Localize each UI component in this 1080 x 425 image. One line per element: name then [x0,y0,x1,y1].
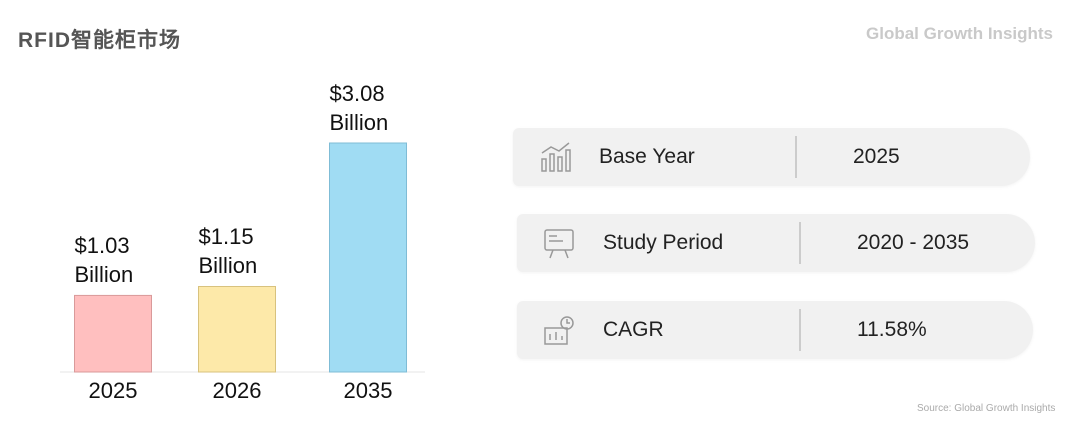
source: Source: Global Growth Insights [917,403,1056,414]
stat-card: Base Year 2025 [513,128,1030,186]
value-label: $1.15 Billion [198,224,258,279]
stat-value: 2020 - 2035 [857,231,970,254]
bar [329,142,407,373]
value-label: $1.03 Billion [74,233,134,288]
x-tick-label: 2026 [212,378,262,403]
value-label: $3.08 Billion [329,81,389,135]
x-tick-label: 2035 [343,378,393,403]
divider [795,136,797,178]
chart [60,142,425,373]
stat-value: 11.58% [857,318,927,341]
bar [198,285,276,373]
divider [799,309,801,351]
stat-label: Study Period [603,231,724,254]
stat-card: CAGR 11.58% [517,301,1033,359]
stat-label: CAGR [603,318,664,341]
stat-value: 2025 [853,145,900,168]
icon [544,316,574,345]
divider [799,222,801,264]
stat-card: Study Period 2020 - 2035 [517,214,1035,272]
icon [544,229,574,259]
x-tick-label: 2025 [88,378,138,403]
bar [74,294,152,373]
stat-label: Base Year [599,145,695,168]
brand: Global Growth Insights [866,24,1053,43]
chart-title: RFID智能柜市场 [18,29,181,52]
icon [541,142,571,172]
